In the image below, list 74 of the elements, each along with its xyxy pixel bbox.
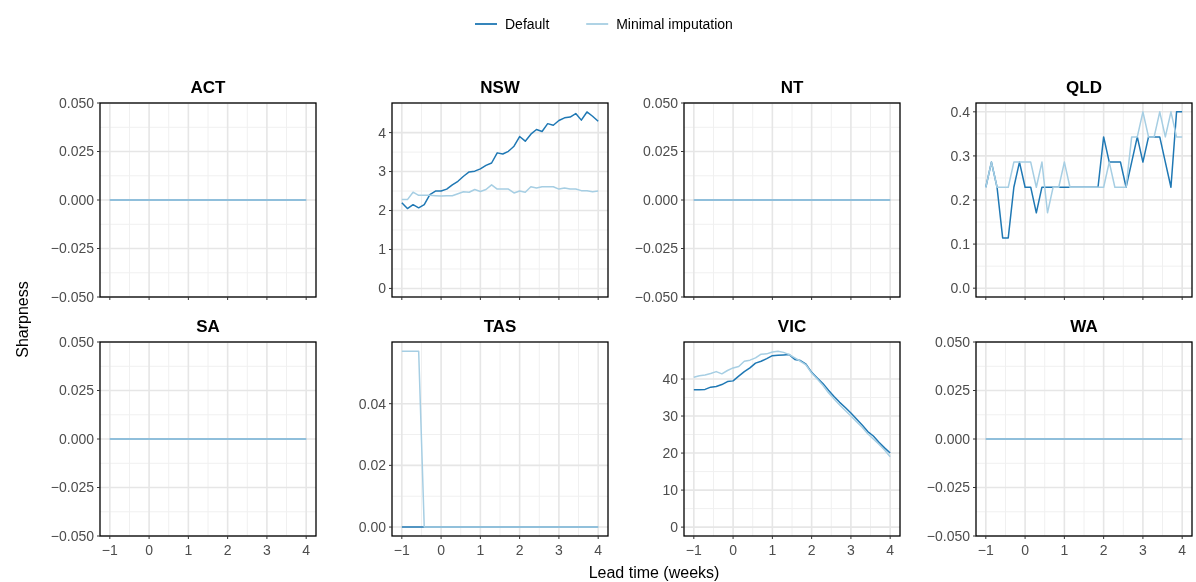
y-tick-label: 0.050 <box>58 94 95 111</box>
x-tick-label: 3 <box>263 542 272 558</box>
chart-title: NT <box>780 78 804 97</box>
x-tick-label: 2 <box>807 542 816 558</box>
y-tick-label: 10 <box>662 481 679 498</box>
y-tick-label: 0.0 <box>950 280 971 297</box>
y-tick-label: 0.025 <box>58 382 95 399</box>
y-tick-label: 0 <box>378 280 387 297</box>
x-tick-label: 1 <box>768 542 777 558</box>
y-tick-label: 0.2 <box>950 191 971 208</box>
chart-title: NSW <box>480 78 521 97</box>
y-tick-label: 0.04 <box>358 395 387 412</box>
y-tick-label: 40 <box>662 370 679 387</box>
y-tick-label: −0.025 <box>50 479 95 496</box>
x-tick-label: 1 <box>1060 542 1069 558</box>
x-tick-label: −1 <box>101 542 119 558</box>
y-tick-label: 0.050 <box>934 333 971 350</box>
y-tick-label: 0.025 <box>58 143 95 160</box>
chart-title: ACT <box>190 78 227 97</box>
y-tick-label: 0.050 <box>58 333 95 350</box>
x-tick-label: 2 <box>223 542 232 558</box>
y-tick-label: 3 <box>378 163 387 180</box>
y-tick-label: 0.025 <box>642 143 679 160</box>
x-tick-label: 2 <box>1099 542 1108 558</box>
y-axis-title: Sharpness <box>14 281 31 358</box>
x-tick-label: 4 <box>594 542 603 558</box>
y-tick-label: 4 <box>378 124 387 141</box>
legend-label: Default <box>505 15 550 32</box>
y-tick-label: 0.3 <box>950 147 971 164</box>
x-tick-label: −1 <box>977 542 995 558</box>
chart-title: WA <box>1070 317 1098 336</box>
x-tick-label: 3 <box>1139 542 1148 558</box>
y-tick-label: 0 <box>670 519 679 536</box>
chart-title: SA <box>196 317 220 336</box>
y-tick-label: 0.050 <box>642 94 679 111</box>
x-tick-label: 2 <box>515 542 524 558</box>
y-tick-label: −0.050 <box>50 288 95 305</box>
x-tick-label: 4 <box>1178 542 1187 558</box>
y-tick-label: 0.00 <box>358 518 387 535</box>
x-tick-label: 4 <box>302 542 311 558</box>
x-tick-label: 3 <box>555 542 564 558</box>
chart-title: VIC <box>777 317 807 336</box>
x-tick-label: 1 <box>184 542 193 558</box>
y-tick-label: 1 <box>378 241 387 258</box>
y-tick-label: 0.025 <box>934 382 971 399</box>
y-tick-label: 20 <box>662 444 679 461</box>
chart-title: QLD <box>1066 78 1102 97</box>
x-tick-label: 0 <box>1021 542 1030 558</box>
x-tick-label: −1 <box>393 542 411 558</box>
y-tick-label: 0.1 <box>950 235 971 252</box>
y-tick-label: 0.02 <box>358 457 387 474</box>
x-tick-label: 0 <box>729 542 738 558</box>
chart-title: TAS <box>483 317 517 336</box>
x-tick-label: 1 <box>476 542 485 558</box>
x-axis-title: Lead time (weeks) <box>588 564 720 581</box>
y-tick-label: −0.025 <box>634 240 679 257</box>
y-tick-label: −0.050 <box>634 288 679 305</box>
x-tick-label: 0 <box>437 542 446 558</box>
x-tick-label: 3 <box>847 542 856 558</box>
y-tick-label: 30 <box>662 407 679 424</box>
y-tick-label: −0.050 <box>50 527 95 544</box>
x-tick-label: −1 <box>685 542 703 558</box>
y-tick-label: 0.000 <box>642 191 679 208</box>
y-tick-label: 2 <box>378 202 387 219</box>
y-tick-label: −0.050 <box>926 527 971 544</box>
y-tick-label: 0.000 <box>58 191 95 208</box>
y-tick-label: −0.025 <box>50 240 95 257</box>
x-tick-label: 4 <box>886 542 895 558</box>
y-tick-label: 0.000 <box>934 430 971 447</box>
y-tick-label: −0.025 <box>926 479 971 496</box>
y-tick-label: 0.4 <box>950 103 971 120</box>
y-tick-label: 0.000 <box>58 430 95 447</box>
x-tick-label: 0 <box>145 542 154 558</box>
legend-label: Minimal imputation <box>616 15 733 32</box>
